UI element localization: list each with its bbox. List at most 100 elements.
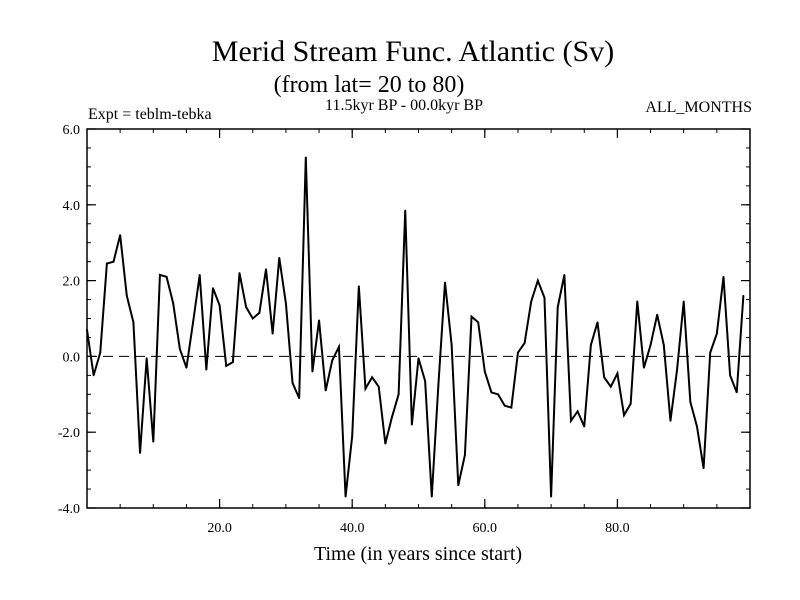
- data-point: [238, 272, 241, 274]
- data-point: [364, 387, 367, 390]
- data-point: [391, 416, 393, 418]
- data-point: [583, 425, 586, 428]
- data-point: [576, 410, 579, 413]
- data-point: [596, 321, 599, 324]
- data-point: [152, 440, 155, 443]
- data-point: [338, 346, 340, 348]
- data-point: [477, 321, 480, 324]
- data-point: [258, 311, 261, 314]
- data-point: [444, 281, 446, 284]
- data-point: [450, 344, 453, 346]
- data-point: [99, 351, 102, 354]
- data-point: [357, 285, 360, 288]
- data-point: [543, 296, 546, 299]
- data-point: [589, 344, 592, 346]
- data-point: [424, 380, 427, 382]
- header-right-label: ALL_MONTHS: [645, 99, 752, 116]
- data-point: [623, 414, 625, 417]
- plot-frame: [86, 128, 751, 509]
- data-point: [709, 351, 712, 354]
- data-point: [225, 364, 228, 367]
- data-point: [192, 321, 194, 324]
- data-point: [536, 279, 539, 282]
- data-point: [212, 287, 214, 290]
- header-center-label: 11.5kyr BP - 00.0kyr BP: [325, 97, 483, 114]
- x-tick-label-0: 20.0: [207, 521, 232, 536]
- data-point: [410, 423, 413, 426]
- data-point: [470, 315, 473, 318]
- y-tick-label-5: -4.0: [58, 502, 80, 517]
- data-point: [384, 442, 387, 445]
- data-point: [139, 452, 141, 454]
- data-point: [377, 385, 380, 388]
- data-point: [616, 372, 619, 375]
- data-point: [178, 347, 181, 350]
- data-point: [172, 302, 175, 305]
- data-point: [649, 344, 652, 346]
- data-point: [682, 300, 685, 303]
- data-point: [145, 357, 148, 360]
- data-point: [291, 382, 294, 384]
- data-point: [715, 332, 718, 335]
- data-point: [570, 419, 572, 422]
- data-point: [185, 366, 188, 369]
- chart-title: Merid Stream Func. Atlantic (Sv): [212, 35, 614, 68]
- data-point: [629, 402, 632, 405]
- data-point: [404, 209, 407, 212]
- x-tick-label-3: 80.0: [605, 521, 630, 536]
- data-point: [483, 370, 486, 373]
- data-point: [344, 495, 347, 498]
- data-point: [609, 385, 612, 388]
- data-point: [503, 404, 506, 407]
- series-layer: [86, 156, 745, 498]
- header-left-label: Expt = teblm-tebka: [88, 106, 212, 123]
- chart-subtitle: (from lat= 20 to 80): [274, 72, 465, 98]
- data-point: [563, 274, 566, 276]
- x-tick-label-2: 60.0: [473, 521, 498, 536]
- data-point: [285, 302, 287, 305]
- data-point: [669, 419, 672, 422]
- data-point: [689, 400, 692, 403]
- data-point: [556, 306, 559, 309]
- data-point: [417, 357, 420, 360]
- x-axis-label: Time (in years since start): [314, 543, 522, 565]
- data-point: [371, 376, 373, 379]
- series-line-0: [86, 157, 745, 497]
- data-point: [198, 274, 201, 276]
- data-point: [550, 495, 552, 498]
- data-point: [457, 484, 460, 487]
- data-point: [510, 406, 513, 409]
- data-point: [251, 317, 254, 320]
- data-point: [662, 344, 665, 346]
- data-point: [464, 454, 466, 456]
- data-point: [265, 268, 267, 271]
- data-point: [643, 366, 645, 369]
- data-point: [132, 321, 135, 324]
- data-point: [351, 435, 354, 437]
- data-point: [397, 393, 400, 396]
- data-point: [430, 495, 433, 498]
- y-tick-label-0: 6.0: [63, 123, 81, 138]
- data-point: [105, 262, 108, 265]
- y-tick-label-2: 2.0: [63, 275, 81, 290]
- data-point: [324, 389, 327, 392]
- data-point: [125, 294, 128, 297]
- data-point: [722, 275, 725, 278]
- data-point: [311, 370, 314, 373]
- y-tick-label-1: 4.0: [63, 199, 81, 214]
- data-point: [735, 391, 738, 394]
- data-point: [298, 397, 301, 399]
- x-tick-label-1: 40.0: [340, 521, 365, 536]
- x-axis-ticks: 20.0 40.0 60.0 80.0: [86, 129, 751, 536]
- data-point: [742, 294, 745, 297]
- data-point: [119, 234, 122, 237]
- data-point: [523, 342, 526, 345]
- data-point: [92, 374, 95, 377]
- data-point: [218, 304, 221, 307]
- data-point: [603, 376, 606, 379]
- data-point: [159, 274, 161, 276]
- data-point: [490, 391, 493, 394]
- data-point: [696, 425, 698, 428]
- data-point: [205, 368, 208, 371]
